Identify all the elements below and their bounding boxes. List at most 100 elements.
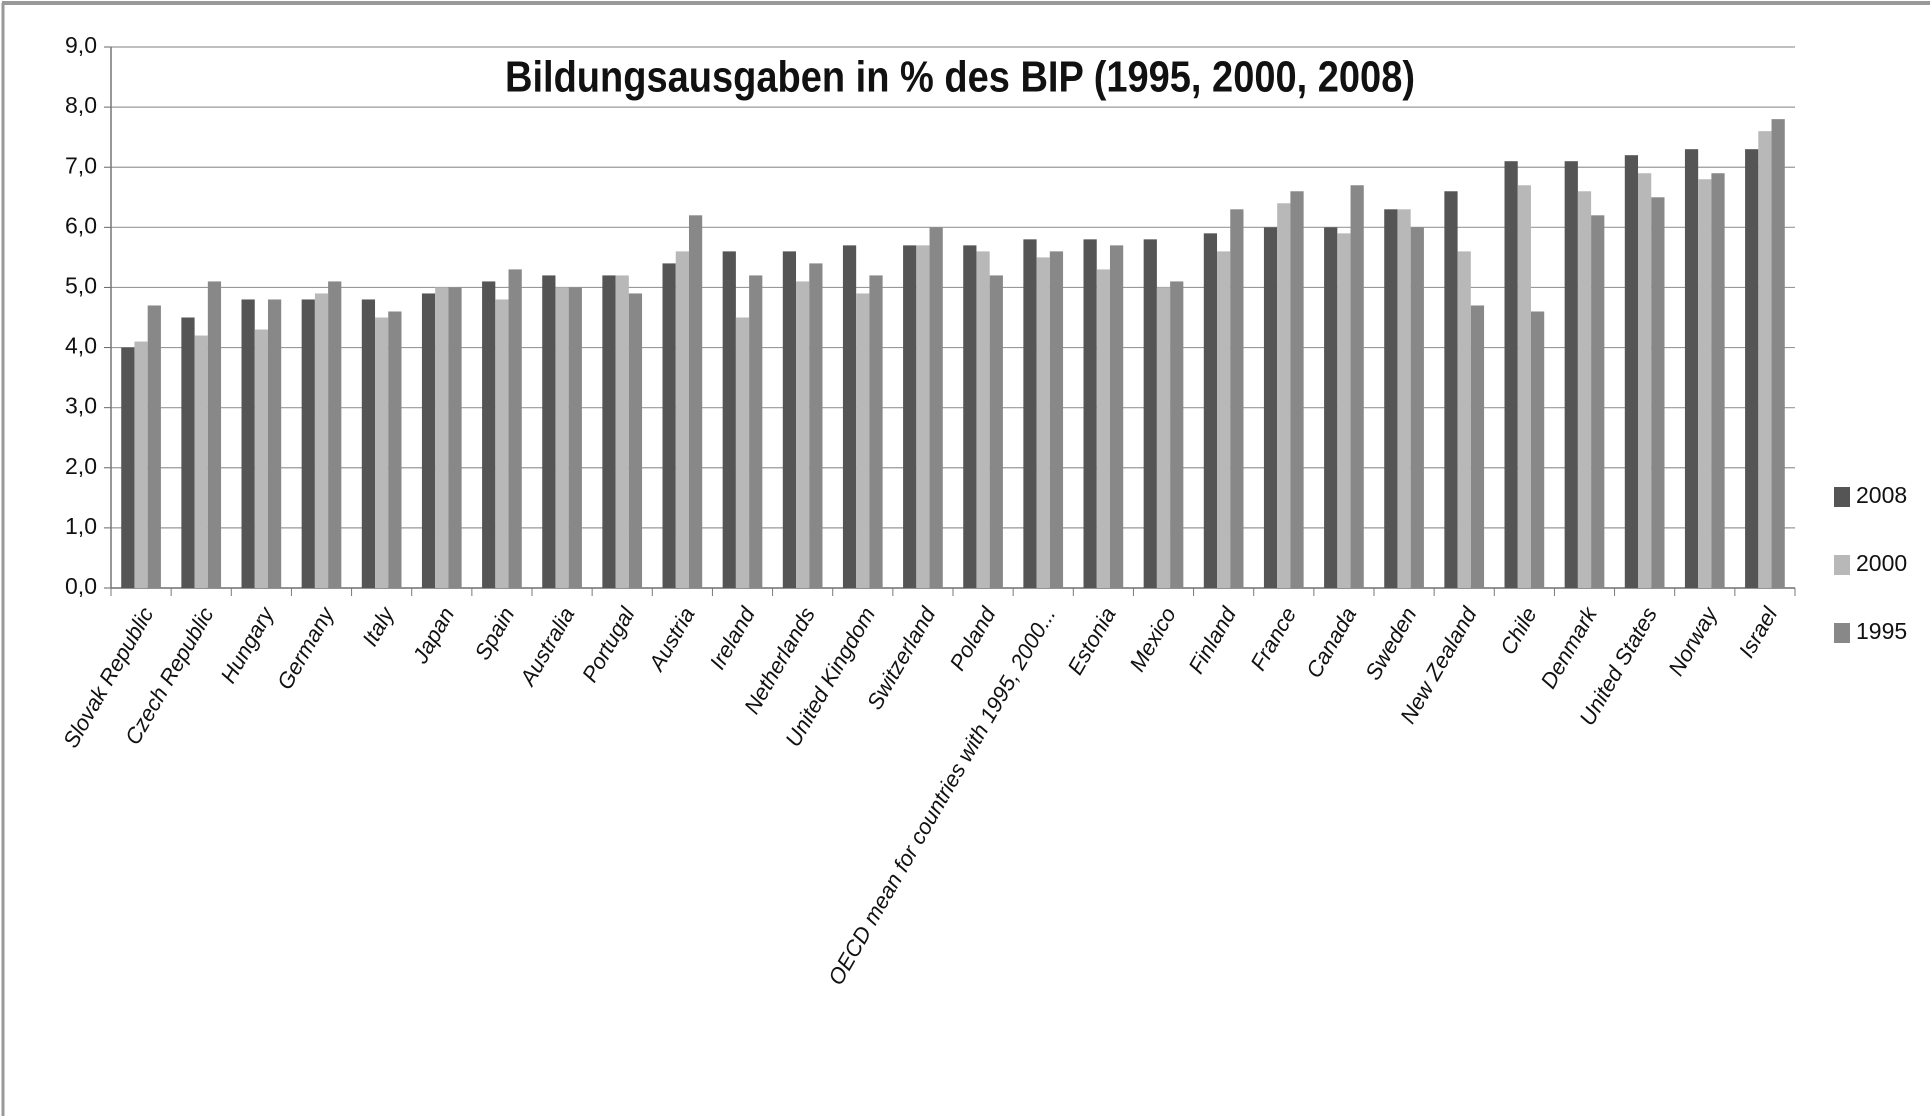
bar xyxy=(555,287,569,588)
y-tick-label: 5,0 xyxy=(65,273,97,299)
y-tick-label: 2,0 xyxy=(65,453,97,479)
bar xyxy=(1591,215,1605,589)
legend-swatch xyxy=(1834,487,1850,507)
bar xyxy=(1023,239,1037,588)
bar xyxy=(735,317,750,588)
y-tick-label: 9,0 xyxy=(65,32,97,58)
bar xyxy=(482,281,496,588)
bar xyxy=(121,347,135,588)
bar xyxy=(929,227,943,589)
bar xyxy=(435,287,449,588)
bar xyxy=(796,281,810,588)
bar xyxy=(267,299,282,588)
bar xyxy=(809,263,823,588)
bar xyxy=(375,317,389,588)
bar xyxy=(448,287,462,588)
bar xyxy=(842,245,857,588)
bar xyxy=(1504,161,1518,588)
bar xyxy=(749,275,763,588)
bar xyxy=(1203,233,1218,588)
bar xyxy=(1564,161,1578,588)
bar xyxy=(134,341,148,588)
bar xyxy=(301,299,315,588)
bar xyxy=(1530,311,1545,588)
bar xyxy=(1036,257,1050,588)
bar xyxy=(1324,227,1338,589)
bar xyxy=(976,251,990,588)
bar xyxy=(1684,149,1699,588)
bar xyxy=(856,293,870,588)
bar xyxy=(241,299,255,588)
bar xyxy=(1083,239,1097,588)
bar xyxy=(903,245,917,588)
bar xyxy=(314,293,329,588)
bar xyxy=(388,311,402,588)
bar xyxy=(495,299,509,588)
bar xyxy=(1384,209,1398,589)
bar xyxy=(1350,185,1364,588)
y-tick-label: 6,0 xyxy=(65,212,97,238)
bar xyxy=(1109,245,1124,588)
bar xyxy=(1758,131,1772,588)
bar xyxy=(1444,191,1458,588)
bar xyxy=(1638,173,1652,588)
bar xyxy=(194,335,208,588)
legend-label: 2008 xyxy=(1856,482,1907,508)
bar xyxy=(361,299,376,588)
bar xyxy=(722,251,736,588)
y-tick-label: 1,0 xyxy=(65,513,97,539)
bar xyxy=(181,317,195,588)
legend-label: 2000 xyxy=(1856,550,1907,576)
bar xyxy=(1397,209,1411,589)
legend-swatch xyxy=(1834,555,1850,575)
y-tick-label: 8,0 xyxy=(65,92,97,118)
bar xyxy=(254,329,268,588)
bar xyxy=(989,275,1003,588)
bar xyxy=(1651,197,1665,588)
bar xyxy=(1457,251,1471,588)
bar xyxy=(1711,173,1725,588)
bar xyxy=(963,245,977,588)
bar xyxy=(542,275,556,588)
bar xyxy=(1337,233,1351,588)
y-tick-label: 4,0 xyxy=(65,333,97,359)
bar xyxy=(1230,209,1244,589)
bar xyxy=(421,293,436,588)
bar xyxy=(1745,149,1759,588)
legend-label: 1995 xyxy=(1856,618,1907,644)
chart-title: Bildungsausgaben in % des BIP (1995, 200… xyxy=(505,53,1415,102)
bar xyxy=(207,281,222,588)
bar xyxy=(1143,239,1157,588)
bar xyxy=(147,305,161,588)
bar xyxy=(1410,227,1424,589)
bar xyxy=(688,215,703,589)
bar xyxy=(1170,281,1184,588)
y-tick-label: 7,0 xyxy=(65,152,97,178)
bar xyxy=(1277,203,1291,589)
bar xyxy=(508,269,522,588)
bar xyxy=(1263,227,1278,589)
bar xyxy=(628,293,643,588)
legend-swatch xyxy=(1834,623,1850,643)
bar xyxy=(602,275,616,588)
bar xyxy=(1577,191,1592,588)
bar xyxy=(1624,155,1639,588)
bar xyxy=(1217,251,1231,588)
bar xyxy=(1156,287,1171,588)
y-tick-label: 0,0 xyxy=(65,573,97,599)
bar xyxy=(615,275,629,588)
bar xyxy=(1771,119,1785,588)
bar xyxy=(328,281,342,588)
bar xyxy=(1517,185,1531,588)
bars xyxy=(121,119,1785,589)
bar xyxy=(662,263,676,588)
bar xyxy=(916,245,930,588)
bar xyxy=(1290,191,1304,588)
bar xyxy=(1049,251,1064,588)
bar xyxy=(568,287,582,588)
bar xyxy=(675,251,689,588)
bar xyxy=(1470,305,1485,588)
bar xyxy=(782,251,797,588)
bar xyxy=(869,275,883,588)
